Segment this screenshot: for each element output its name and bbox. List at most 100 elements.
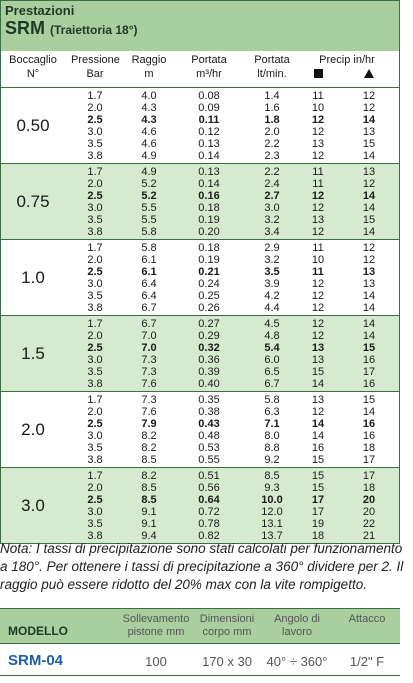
table-row: 1.7 7.3 0.35 5.8 13 15 <box>1 394 401 406</box>
radius-cell: 4.3 <box>141 102 157 114</box>
table-row: 2.5 5.2 0.16 2.7 12 14 <box>1 190 401 202</box>
flow-m3-cell: 0.18 <box>198 202 220 214</box>
precip-square-cell: 14 <box>311 430 325 442</box>
flow-lt-cell: 3.4 <box>264 226 280 238</box>
triangle-spacing-icon <box>349 69 389 81</box>
flow-m3-cell: 0.48 <box>198 430 220 442</box>
lift-unit: pistone mm <box>127 626 185 638</box>
radius-cell: 8.2 <box>141 442 157 454</box>
precip-square-cell: 12 <box>311 190 325 202</box>
flow-lt-cell: 2.7 <box>264 190 280 202</box>
precip-triangle-cell: 14 <box>362 190 376 202</box>
radius-cell: 6.1 <box>141 266 157 278</box>
precip-square-cell: 11 <box>312 90 324 102</box>
precip-square-cell: 12 <box>311 150 325 162</box>
radius-cell: 5.8 <box>141 226 157 238</box>
pressure-cell: 1.7 <box>87 166 103 178</box>
flow-m3-cell: 0.53 <box>198 442 220 454</box>
precip-triangle-cell: 13 <box>362 126 376 138</box>
flow-lt-cell: 8.0 <box>264 430 280 442</box>
flow-m3-cell: 0.13 <box>198 138 220 150</box>
table-title-block: Prestazioni SRM (Traiettoria 18°) <box>1 1 399 51</box>
pressure-cell: 3.5 <box>87 366 103 378</box>
precip-triangle-cell: 13 <box>362 278 376 290</box>
flow-lt-cell: 4.2 <box>264 290 280 302</box>
precip-header: Precip in/hr <box>319 54 375 66</box>
flow-lt-header: Portata <box>254 54 290 66</box>
flow-lt-cell: 5.8 <box>264 394 280 406</box>
flow-lt-cell: 2.2 <box>264 138 280 150</box>
nozzle-number: 2.0 <box>21 420 45 439</box>
precip-triangle-cell: 14 <box>362 330 376 342</box>
precip-triangle-cell: 17 <box>362 454 376 466</box>
radius-cell: 5.5 <box>141 214 157 226</box>
radius-cell: 4.6 <box>141 138 157 150</box>
flow-lt-cell: 2.4 <box>264 178 280 190</box>
lift-header: Sollevamento <box>122 613 190 625</box>
flow-m3-unit: m³/hr <box>196 68 222 80</box>
pressure-cell: 1.7 <box>87 470 103 482</box>
radius-cell: 7.6 <box>141 378 157 390</box>
pressure-cell: 2.5 <box>87 114 103 126</box>
flow-lt-cell: 2.9 <box>264 242 280 254</box>
nozzle-unit: N° <box>26 68 40 80</box>
flow-m3-cell: 0.12 <box>198 126 220 138</box>
flow-m3-cell: 0.19 <box>198 254 220 266</box>
precip-triangle-cell: 14 <box>362 114 376 126</box>
precip-square-cell: 13 <box>311 354 325 366</box>
precip-square-cell: 12 <box>311 290 325 302</box>
pressure-cell: 3.5 <box>87 442 103 454</box>
table-row: 2.5 6.1 0.21 3.5 11 13 <box>1 266 401 278</box>
radius-cell: 5.5 <box>141 202 157 214</box>
flow-m3-cell: 0.82 <box>198 530 220 542</box>
performance-table: Prestazioni SRM (Traiettoria 18°) Boccag… <box>0 0 400 544</box>
nozzle-number: 0.75 <box>16 192 50 211</box>
pressure-cell: 3.5 <box>87 138 103 150</box>
pressure-cell: 3.0 <box>87 126 103 138</box>
model-header-row: MODELLO Sollevamento pistone mm Dimensio… <box>0 608 400 644</box>
flow-lt-cell: 9.3 <box>264 482 280 494</box>
pressure-cell: 2.5 <box>87 266 103 278</box>
flow-m3-cell: 0.39 <box>198 366 220 378</box>
table-row: 3.0 7.3 0.36 6.0 13 16 <box>1 354 401 366</box>
precip-square-cell: 15 <box>311 366 325 378</box>
precip-square-cell: 12 <box>311 114 325 126</box>
nozzle-group: 2.0 1.7 7.3 0.35 5.8 13 15 2.0 7.6 0.38 6.3 12 14 2.5… <box>1 391 399 467</box>
table-row: 2.5 7.0 0.32 5.4 13 15 <box>1 342 401 354</box>
flow-m3-cell: 0.38 <box>198 406 220 418</box>
pressure-cell: 1.7 <box>87 90 103 102</box>
flow-m3-cell: 0.26 <box>198 302 220 314</box>
table-row: 1.7 4.0 0.08 1.4 11 12 <box>1 90 401 102</box>
precip-triangle-cell: 17 <box>362 470 376 482</box>
nozzle-header: Boccaglio <box>9 54 57 66</box>
pressure-cell: 3.0 <box>87 202 103 214</box>
pressure-cell: 2.0 <box>87 254 103 266</box>
flow-lt-cell: 3.2 <box>264 214 280 226</box>
precip-square-cell: 12 <box>311 226 325 238</box>
radius-cell: 7.3 <box>141 394 157 406</box>
pressure-cell: 1.7 <box>87 394 103 406</box>
nozzle-group: 0.50 1.7 4.0 0.08 1.4 11 12 2.0 4.3 0.09 1.6 10 12 2.… <box>1 87 399 163</box>
precip-triangle-cell: 16 <box>362 354 376 366</box>
radius-header: Raggio <box>131 54 167 66</box>
pressure-cell: 3.5 <box>87 290 103 302</box>
connection-header: Attacco <box>348 613 386 625</box>
flow-m3-cell: 0.13 <box>198 166 220 178</box>
flow-lt-cell: 5.4 <box>264 342 280 354</box>
square-spacing-icon <box>299 69 337 81</box>
table-row: 2.5 4.3 0.11 1.8 12 14 <box>1 114 401 126</box>
table-row: 1.7 8.2 0.51 8.5 15 17 <box>1 470 401 482</box>
radius-cell: 4.6 <box>141 126 157 138</box>
model-row: SRM-04 100 170 x 30 40° ÷ 360° 1/2" F <box>0 644 400 676</box>
pressure-cell: 3.8 <box>87 530 103 542</box>
pressure-cell: 2.5 <box>87 190 103 202</box>
flow-m3-cell: 0.78 <box>198 518 220 530</box>
flow-m3-cell: 0.40 <box>198 378 220 390</box>
precip-square-cell: 15 <box>311 454 325 466</box>
nozzle-number: 1.5 <box>21 344 45 363</box>
table-row: 1.7 4.9 0.13 2.2 11 13 <box>1 166 401 178</box>
pressure-cell: 3.0 <box>87 278 103 290</box>
pressure-cell: 2.0 <box>87 178 103 190</box>
product-name: SRM <box>5 18 45 38</box>
pressure-cell: 3.8 <box>87 226 103 238</box>
